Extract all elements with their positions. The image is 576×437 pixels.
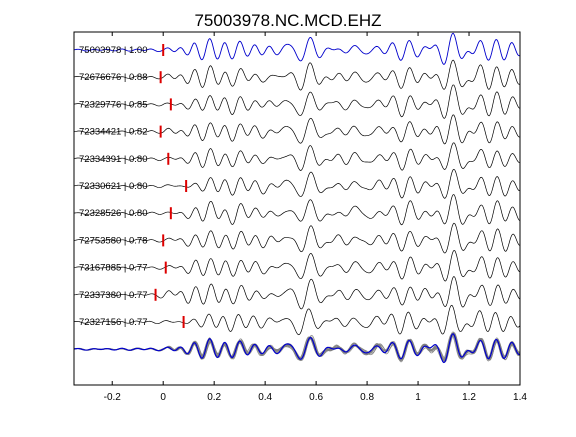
trace-5 [73, 168, 521, 199]
x-tick-label-5: 0.8 [360, 392, 374, 403]
x-tick-label-3: 0.4 [258, 392, 272, 403]
trace-label-9: 72337380 | 0.77 [79, 290, 148, 301]
x-tick-label-4: 0.6 [309, 392, 323, 403]
trace-9 [73, 276, 521, 310]
trace-1 [73, 59, 521, 91]
trace-7 [73, 222, 521, 254]
plot-frame [73, 31, 521, 386]
trace-4 [73, 142, 521, 171]
trace-labels-group: 75003978 | 1.00 72676676 | 0.88 72329776 |… [79, 45, 148, 328]
trace-label-8: 73167885 | 0.77 [79, 263, 148, 274]
trace-2 [73, 84, 521, 119]
trace-label-2: 72329776 | 0.85 [79, 99, 148, 110]
trace-label-6: 72328526 | 0.80 [79, 208, 148, 219]
x-tick-label-6: 1 [415, 392, 421, 403]
trace-8 [73, 249, 521, 282]
trace-label-10: 72327156 | 0.77 [79, 317, 148, 328]
chart-title: 75003978.NC.MCD.EHZ [194, 11, 381, 30]
trace-label-4: 72334391 | 0.80 [79, 154, 148, 165]
x-tick-label-8: 1.4 [513, 392, 527, 403]
trace-label-7: 72753580 | 0.78 [79, 235, 148, 246]
stack-group [73, 331, 521, 364]
trace-0 [73, 32, 521, 65]
x-tick-label-1: 0 [160, 392, 166, 403]
stack-reference-trace [73, 333, 521, 364]
traces-group [73, 32, 521, 336]
trace-6 [73, 194, 521, 226]
trace-label-5: 72330621 | 0.80 [79, 181, 148, 192]
x-tick-label-7: 1.2 [462, 392, 476, 403]
trace-label-3: 72334421 | 0.82 [79, 127, 148, 138]
x-tick-label-2: 0.2 [207, 392, 221, 403]
picks-group [154, 44, 188, 328]
trace-label-1: 72676676 | 0.88 [79, 72, 148, 83]
x-tick-label-0: -0.2 [104, 392, 122, 403]
stack-trace-10 [73, 334, 521, 361]
trace-10 [73, 304, 521, 336]
trace-label-0: 75003978 | 1.00 [79, 45, 148, 56]
trace-3 [73, 114, 521, 145]
